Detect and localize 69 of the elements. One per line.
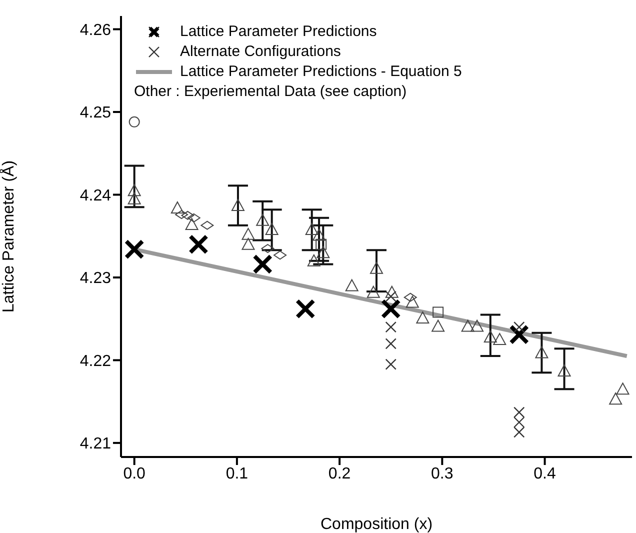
point (385, 290, 396, 302)
point (170, 201, 184, 214)
point (274, 250, 287, 260)
point (404, 292, 417, 302)
annotation: Other : Experiemental Data (see caption) (134, 82, 408, 102)
point (609, 392, 622, 405)
point (265, 222, 278, 235)
y-tick-label: 4.21 (80, 436, 112, 453)
point (514, 322, 525, 333)
point (385, 322, 396, 333)
y-tick-label: 4.26 (80, 22, 112, 39)
point (307, 254, 320, 266)
point (181, 210, 194, 220)
point (385, 358, 396, 370)
point (470, 320, 484, 332)
point (514, 426, 525, 438)
point (345, 279, 358, 292)
point (509, 324, 530, 345)
legend-label: Lattice Parameter Predictions (180, 22, 377, 42)
point (514, 406, 525, 418)
point (385, 286, 398, 298)
point (242, 228, 255, 240)
y-tick-label: 4.22 (80, 352, 112, 370)
point (370, 262, 383, 274)
point (385, 338, 396, 350)
point (432, 306, 444, 318)
legend-label: Alternate Configurations (180, 42, 341, 62)
y-tick-label: 4.24 (80, 187, 112, 204)
point (242, 238, 255, 250)
point (305, 222, 318, 235)
point (484, 330, 497, 343)
point (432, 320, 445, 332)
point (256, 214, 270, 226)
point (252, 254, 273, 274)
y-axis-title: Lattice Parameter (Å) (0, 160, 18, 313)
point (416, 312, 430, 324)
x-tick-label: 0.1 (226, 465, 248, 482)
y-tick-label: 4.25 (80, 104, 112, 122)
x-axis-title: Composition (x) (320, 516, 433, 533)
point (312, 228, 326, 241)
point (406, 296, 419, 308)
point (185, 218, 198, 230)
point (200, 220, 214, 230)
legend-label: Lattice Parameter Predictions - Equation 5 (180, 62, 462, 82)
point (316, 238, 327, 250)
x-tick-label: 0.3 (431, 465, 454, 482)
point (128, 184, 141, 196)
point (295, 298, 316, 319)
point (316, 246, 330, 258)
point (187, 213, 200, 222)
point (366, 286, 380, 298)
point (380, 298, 401, 319)
point (175, 210, 188, 220)
x-tick-label: 0.0 (123, 465, 146, 482)
x-tick-label: 0.2 (328, 465, 351, 482)
point (493, 333, 506, 346)
point (231, 198, 244, 211)
point (558, 364, 571, 376)
point (124, 239, 144, 260)
point (261, 244, 274, 253)
point (128, 116, 140, 128)
x-tick-label: 0.4 (534, 465, 556, 482)
point (535, 346, 548, 358)
point (514, 416, 525, 428)
point (188, 234, 208, 254)
point (461, 320, 474, 332)
point (128, 192, 141, 204)
point (616, 382, 630, 395)
y-tick-label: 4.23 (80, 270, 112, 288)
